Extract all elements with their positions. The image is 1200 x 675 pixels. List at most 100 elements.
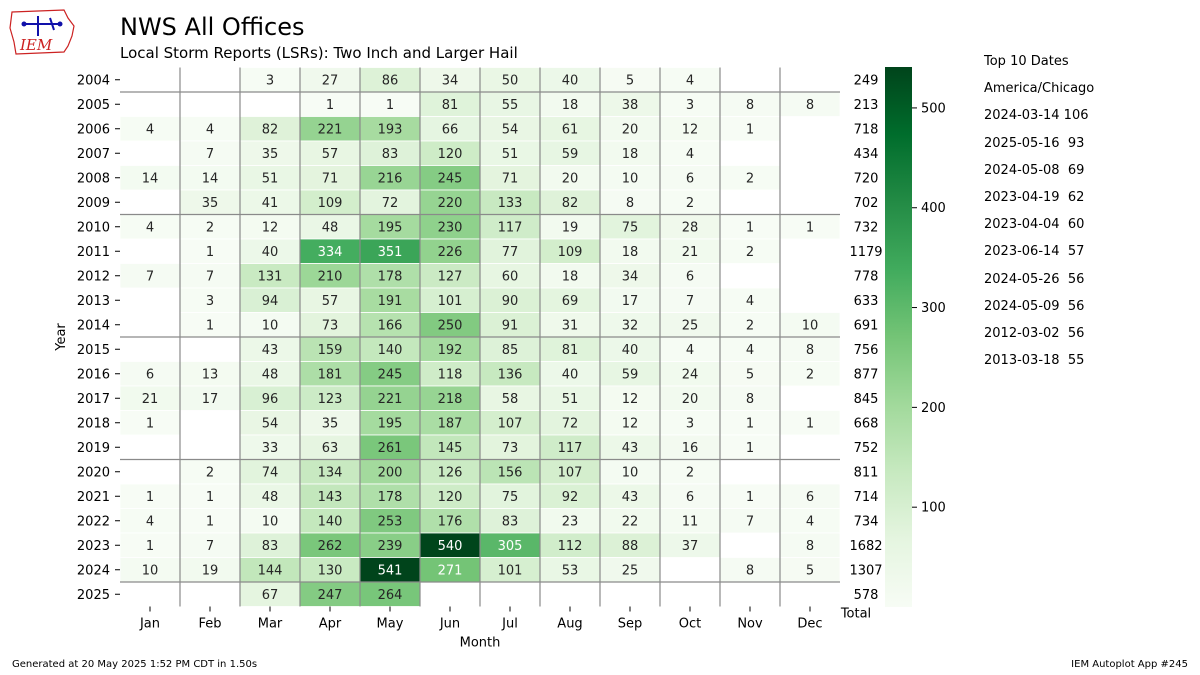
- heatmap-cell: [179, 238, 241, 264]
- cell-value-label: 5: [746, 367, 754, 382]
- heatmap-cell: [719, 361, 781, 387]
- cell-value-label: 1: [746, 441, 754, 456]
- heatmap-cell: [239, 67, 301, 93]
- y-tick-label: 2018: [77, 416, 110, 431]
- heatmap-cell: [539, 483, 601, 509]
- heatmap-cell: [479, 483, 541, 509]
- cell-value-label: 8: [746, 98, 754, 113]
- cell-value-label: 40: [262, 245, 279, 260]
- heatmap-cell: [239, 434, 301, 460]
- cell-value-label: 7: [686, 294, 694, 309]
- cell-value-label: 71: [502, 171, 519, 186]
- y-tick-label: 2020: [77, 465, 110, 480]
- cell-value-label: 218: [438, 392, 463, 407]
- heatmap-cell: [119, 483, 181, 509]
- cell-value-label: 32: [622, 318, 639, 333]
- cell-value-label: 245: [378, 367, 403, 382]
- y-tick-label: 2016: [77, 367, 110, 382]
- cell-value-label: 187: [438, 416, 463, 431]
- heatmap-cell: [539, 140, 601, 166]
- heatmap-cell: [659, 312, 721, 338]
- cell-value-label: 43: [622, 441, 639, 456]
- cell-value-label: 40: [622, 343, 639, 358]
- x-tick-label: Aug: [557, 617, 582, 632]
- cell-value-label: 48: [322, 220, 339, 235]
- heatmap-cell: [119, 165, 181, 191]
- cell-value-label: 5: [626, 73, 634, 88]
- row-total-label: 732: [854, 220, 879, 235]
- row-total-label: 633: [854, 294, 879, 309]
- heatmap-cell: [419, 508, 481, 534]
- cell-value-label: 166: [378, 318, 403, 333]
- cell-value-label: 72: [382, 196, 399, 211]
- row-total-label: 434: [854, 147, 879, 162]
- top10-item: 2024-05-09 56: [984, 298, 1085, 314]
- heatmap-cell: [359, 508, 421, 534]
- top10-item: 2024-03-14 106: [984, 108, 1089, 124]
- x-tick-label: Apr: [319, 617, 342, 632]
- heatmap-cell: [359, 557, 421, 583]
- heatmap-cell: [119, 385, 181, 411]
- chart-subtitle: Local Storm Reports (LSRs): Two Inch and…: [120, 44, 518, 62]
- cell-value-label: 83: [262, 539, 279, 554]
- cell-value-label: 156: [498, 465, 523, 480]
- y-tick-label: 2025: [77, 588, 110, 603]
- heatmap-cell: [239, 508, 301, 534]
- heatmap-cell: [419, 116, 481, 142]
- cell-value-label: 181: [318, 367, 343, 382]
- cell-value-label: 35: [262, 147, 279, 162]
- heatmap-cell: [779, 532, 841, 558]
- heatmap-cell: [719, 238, 781, 264]
- heatmap-cell: [539, 508, 601, 534]
- heatmap-cell: [359, 67, 421, 93]
- total-column-label: Total: [840, 607, 871, 622]
- heatmap-cell: [239, 385, 301, 411]
- heatmap-cell: [599, 459, 661, 485]
- app-footer: IEM Autoplot App #245: [1071, 659, 1188, 670]
- heatmap-cell: [599, 263, 661, 289]
- row-total-label: 756: [854, 343, 879, 358]
- cell-value-label: 3: [686, 416, 694, 431]
- cell-value-label: 145: [438, 441, 463, 456]
- colorbar-tick-label: 300: [921, 301, 946, 316]
- cell-value-label: 58: [502, 392, 519, 407]
- y-axis-label: Year: [54, 323, 69, 352]
- heatmap-cell: [479, 67, 541, 93]
- cell-value-label: 1: [746, 220, 754, 235]
- cell-value-label: 4: [146, 122, 154, 137]
- heatmap-cell: [539, 67, 601, 93]
- heatmap-cell: [119, 361, 181, 387]
- cell-value-label: 59: [622, 367, 639, 382]
- cell-value-label: 126: [438, 465, 463, 480]
- cell-value-label: 35: [322, 416, 339, 431]
- cell-value-label: 12: [682, 122, 699, 137]
- heatmap-cell: [539, 532, 601, 558]
- cell-value-label: 216: [378, 171, 403, 186]
- heatmap-cell: [599, 410, 661, 436]
- cell-value-label: 253: [378, 514, 403, 529]
- x-tick-label: Feb: [198, 617, 221, 632]
- cell-value-label: 12: [622, 416, 639, 431]
- cell-value-label: 136: [498, 367, 523, 382]
- cell-value-label: 2: [746, 318, 754, 333]
- cell-value-label: 8: [806, 539, 814, 554]
- cell-value-label: 107: [498, 416, 523, 431]
- cell-value-label: 18: [562, 98, 579, 113]
- cell-value-label: 51: [262, 171, 279, 186]
- heatmap-cell: [479, 214, 541, 240]
- colorbar: [885, 67, 912, 607]
- y-tick-label: 2022: [77, 514, 110, 529]
- cell-value-label: 27: [322, 73, 339, 88]
- cell-value-label: 60: [502, 269, 519, 284]
- cell-value-label: 195: [378, 220, 403, 235]
- heatmap-cell: [479, 238, 541, 264]
- cell-value-label: 59: [562, 147, 579, 162]
- heatmap-cell: [299, 165, 361, 191]
- cell-value-label: 88: [622, 539, 639, 554]
- heatmap-cell: [479, 312, 541, 338]
- generated-footer: Generated at 20 May 2025 1:52 PM CDT in …: [12, 659, 258, 670]
- heatmap-cell: [599, 385, 661, 411]
- cell-value-label: 57: [322, 294, 339, 309]
- cell-value-label: 245: [438, 171, 463, 186]
- heatmap-cell: [419, 189, 481, 215]
